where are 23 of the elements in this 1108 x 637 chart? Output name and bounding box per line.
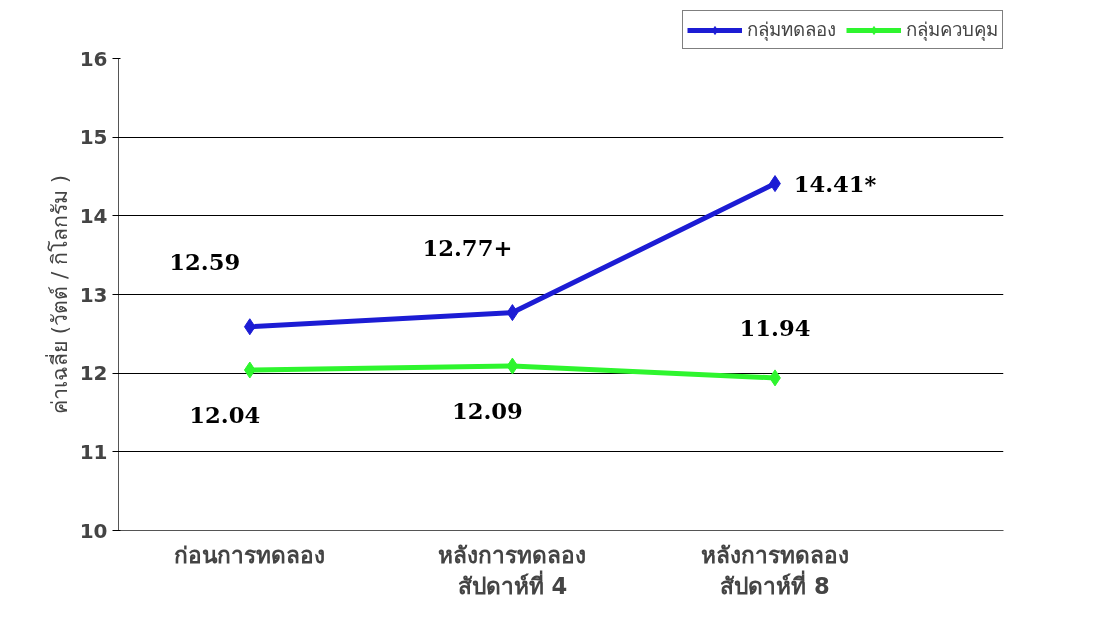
data-label: 12.09	[451, 398, 523, 425]
y-tick-label: 10	[79, 518, 108, 543]
legend-label: กลุ่มควบคุม	[906, 18, 998, 43]
y-tick-label: 13	[79, 282, 108, 307]
data-label: 12.77+	[422, 234, 513, 261]
point	[506, 304, 519, 322]
y-tick-label: 15	[79, 125, 108, 150]
x-tick-label: ก่อนการทดลอง	[174, 541, 326, 568]
legend-label: กลุ่มทดลอง	[747, 18, 836, 43]
y-tick-label: 12	[79, 361, 108, 386]
x-tick-label: หลังการทดลอง สัปดาห์ที่ 4	[438, 541, 587, 599]
data-label: 14.41*	[793, 170, 877, 197]
point	[506, 357, 519, 375]
x-tick-label: หลังการทดลอง สัปดาห์ที่ 8	[701, 541, 850, 599]
y-axis-title: ค่าเฉลี่ย (วัตต์ / กิโลกรัม )	[44, 175, 72, 414]
data-label: 11.94	[739, 314, 811, 341]
point	[243, 361, 256, 379]
point	[243, 318, 256, 336]
data-label: 12.04	[189, 402, 261, 429]
y-tick-label: 16	[79, 46, 108, 71]
data-label: 12.59	[169, 248, 241, 275]
y-tick-label: 11	[79, 439, 108, 464]
y-tick-label: 14	[79, 203, 108, 228]
